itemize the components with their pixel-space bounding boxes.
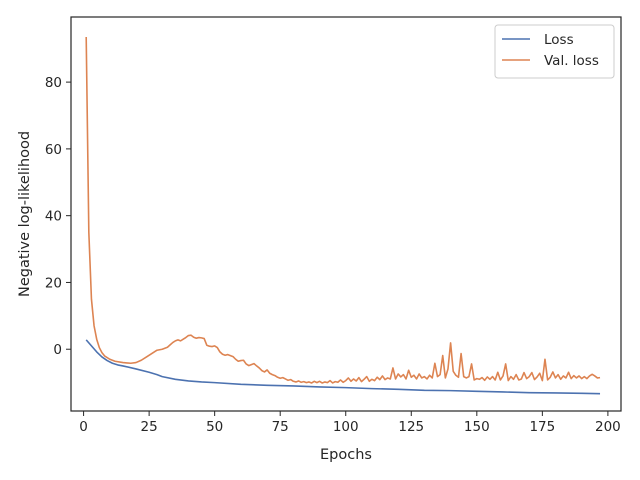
y-axis-label: Negative log-likelihood <box>17 131 33 297</box>
x-tick-label: 150 <box>464 419 490 435</box>
y-tick-label: 20 <box>45 275 62 291</box>
x-tick-label: 0 <box>79 419 88 435</box>
y-axis-ticks: 0 20 40 60 80 <box>45 75 71 358</box>
x-axis-label: Epochs <box>320 447 372 463</box>
x-tick-label: 50 <box>206 419 223 435</box>
x-axis-ticks: 0 25 50 75 100 125 150 175 200 <box>79 411 621 435</box>
series-line-1 <box>85 37 601 384</box>
x-tick-label: 100 <box>333 419 359 435</box>
y-tick-label: 0 <box>53 342 62 358</box>
legend: Loss Val. loss <box>494 24 615 79</box>
y-tick-label: 80 <box>45 75 62 91</box>
x-tick-label: 75 <box>272 419 289 435</box>
x-tick-label: 200 <box>595 419 621 435</box>
x-tick-label: 25 <box>141 419 158 435</box>
y-tick-label: 40 <box>45 209 62 225</box>
series-line-0 <box>85 339 601 395</box>
legend-label-1: Val. loss <box>544 53 599 69</box>
y-tick-label: 60 <box>45 142 62 158</box>
series-layer <box>85 37 601 395</box>
legend-label-0: Loss <box>544 32 574 48</box>
x-tick-label: 125 <box>398 419 424 435</box>
x-tick-label: 175 <box>529 419 555 435</box>
